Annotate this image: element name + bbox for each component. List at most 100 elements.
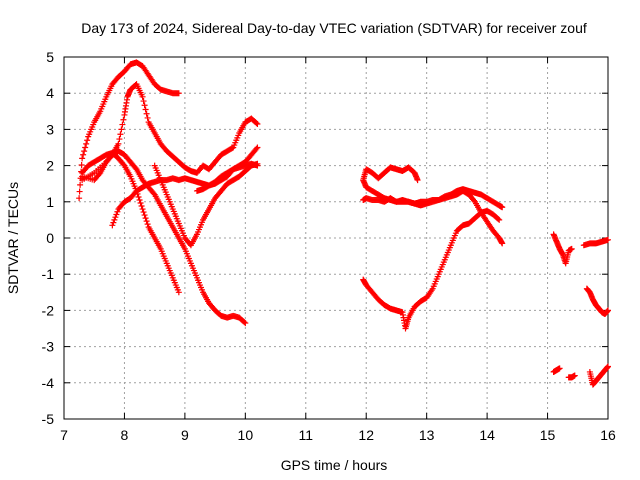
data-point — [118, 126, 125, 133]
series-arc-12 — [550, 231, 575, 267]
data-point — [253, 120, 260, 127]
y-tick-label: 4 — [46, 85, 54, 101]
series-arc-17 — [586, 363, 611, 388]
x-tick-label: 8 — [121, 427, 129, 443]
data-point — [143, 218, 150, 225]
data-point — [142, 106, 149, 113]
data-point — [139, 206, 146, 213]
data-point — [241, 319, 248, 326]
data-point — [82, 144, 89, 151]
data-point — [175, 289, 182, 296]
x-tick-label: 15 — [540, 427, 556, 443]
y-tick-labels: -5 -4 -3 -2 -1 0 1 2 3 4 5 — [42, 49, 55, 427]
data-point — [136, 196, 143, 203]
y-tick-label: 2 — [46, 158, 54, 174]
y-tick-label: -2 — [42, 302, 55, 318]
series-arc-6 — [151, 160, 261, 249]
data-point — [175, 90, 182, 97]
data-point — [499, 240, 506, 247]
x-tick-label: 7 — [60, 427, 68, 443]
data-point — [605, 307, 611, 314]
data-point — [144, 221, 151, 228]
chart-title: Day 173 of 2024, Sidereal Day-to-day VTE… — [81, 20, 587, 36]
data-points — [76, 59, 611, 388]
data-point — [78, 161, 85, 168]
series-arc-8 — [360, 164, 421, 184]
series-arc-14 — [583, 285, 611, 318]
series-arc-7 — [193, 160, 261, 194]
series-arc-11 — [360, 207, 503, 332]
data-point — [605, 236, 611, 243]
data-point — [144, 114, 151, 121]
data-point — [242, 320, 249, 327]
data-point — [137, 200, 144, 207]
x-tick-label: 11 — [299, 427, 314, 443]
data-point — [556, 365, 563, 372]
data-point — [143, 110, 150, 117]
series-arc-16 — [565, 372, 578, 381]
data-point — [140, 209, 147, 216]
data-point — [135, 193, 142, 200]
data-point — [76, 195, 83, 202]
y-tick-label: 0 — [46, 230, 54, 246]
x-tick-label: 9 — [181, 427, 189, 443]
data-point — [79, 155, 86, 162]
series-arc-13 — [580, 236, 611, 249]
data-point — [112, 214, 119, 221]
data-point — [499, 204, 506, 211]
data-point — [495, 215, 502, 222]
data-point — [109, 222, 116, 229]
data-point — [571, 372, 578, 379]
data-point — [76, 188, 83, 195]
data-point — [141, 102, 148, 109]
y-axis-label: SDTVAR / TECUs — [5, 182, 21, 294]
data-point — [496, 216, 503, 223]
y-tick-label: 3 — [46, 121, 54, 137]
data-point — [120, 116, 127, 123]
data-point — [141, 212, 148, 219]
data-point — [96, 171, 103, 178]
data-point — [132, 165, 139, 172]
x-tick-label: 10 — [238, 427, 254, 443]
x-tick-label: 16 — [600, 427, 616, 443]
data-point — [114, 208, 121, 215]
y-tick-label: -5 — [42, 411, 55, 427]
data-point — [110, 219, 117, 226]
series-arc-4 — [79, 149, 182, 296]
data-point — [81, 148, 88, 155]
data-point — [77, 181, 84, 188]
series-arc-10 — [360, 177, 506, 247]
data-point — [138, 203, 145, 210]
data-point — [80, 151, 87, 158]
data-point — [471, 197, 478, 204]
data-point — [568, 245, 575, 252]
data-point — [254, 162, 261, 169]
y-tick-label: -3 — [42, 339, 55, 355]
data-point — [254, 144, 261, 151]
x-tick-label: 13 — [419, 427, 435, 443]
y-tick-label: 5 — [46, 49, 54, 65]
data-point — [119, 121, 126, 128]
y-tick-label: -1 — [42, 266, 55, 282]
x-tick-label: 14 — [479, 427, 495, 443]
series-arc-15 — [550, 365, 563, 375]
data-point — [253, 145, 260, 152]
data-point — [84, 137, 91, 144]
data-point — [111, 216, 118, 223]
data-point — [254, 120, 261, 127]
data-point — [414, 177, 421, 184]
data-point — [116, 136, 123, 143]
x-axis-label: GPS time / hours — [281, 457, 388, 473]
y-tick-label: -4 — [42, 375, 55, 391]
data-point — [605, 363, 611, 370]
data-point — [229, 145, 236, 152]
y-tick-label: 1 — [46, 194, 54, 210]
series-arc-1 — [76, 59, 182, 202]
data-point — [120, 161, 127, 168]
data-point — [83, 140, 90, 147]
data-point — [117, 131, 124, 138]
data-point — [140, 98, 147, 105]
